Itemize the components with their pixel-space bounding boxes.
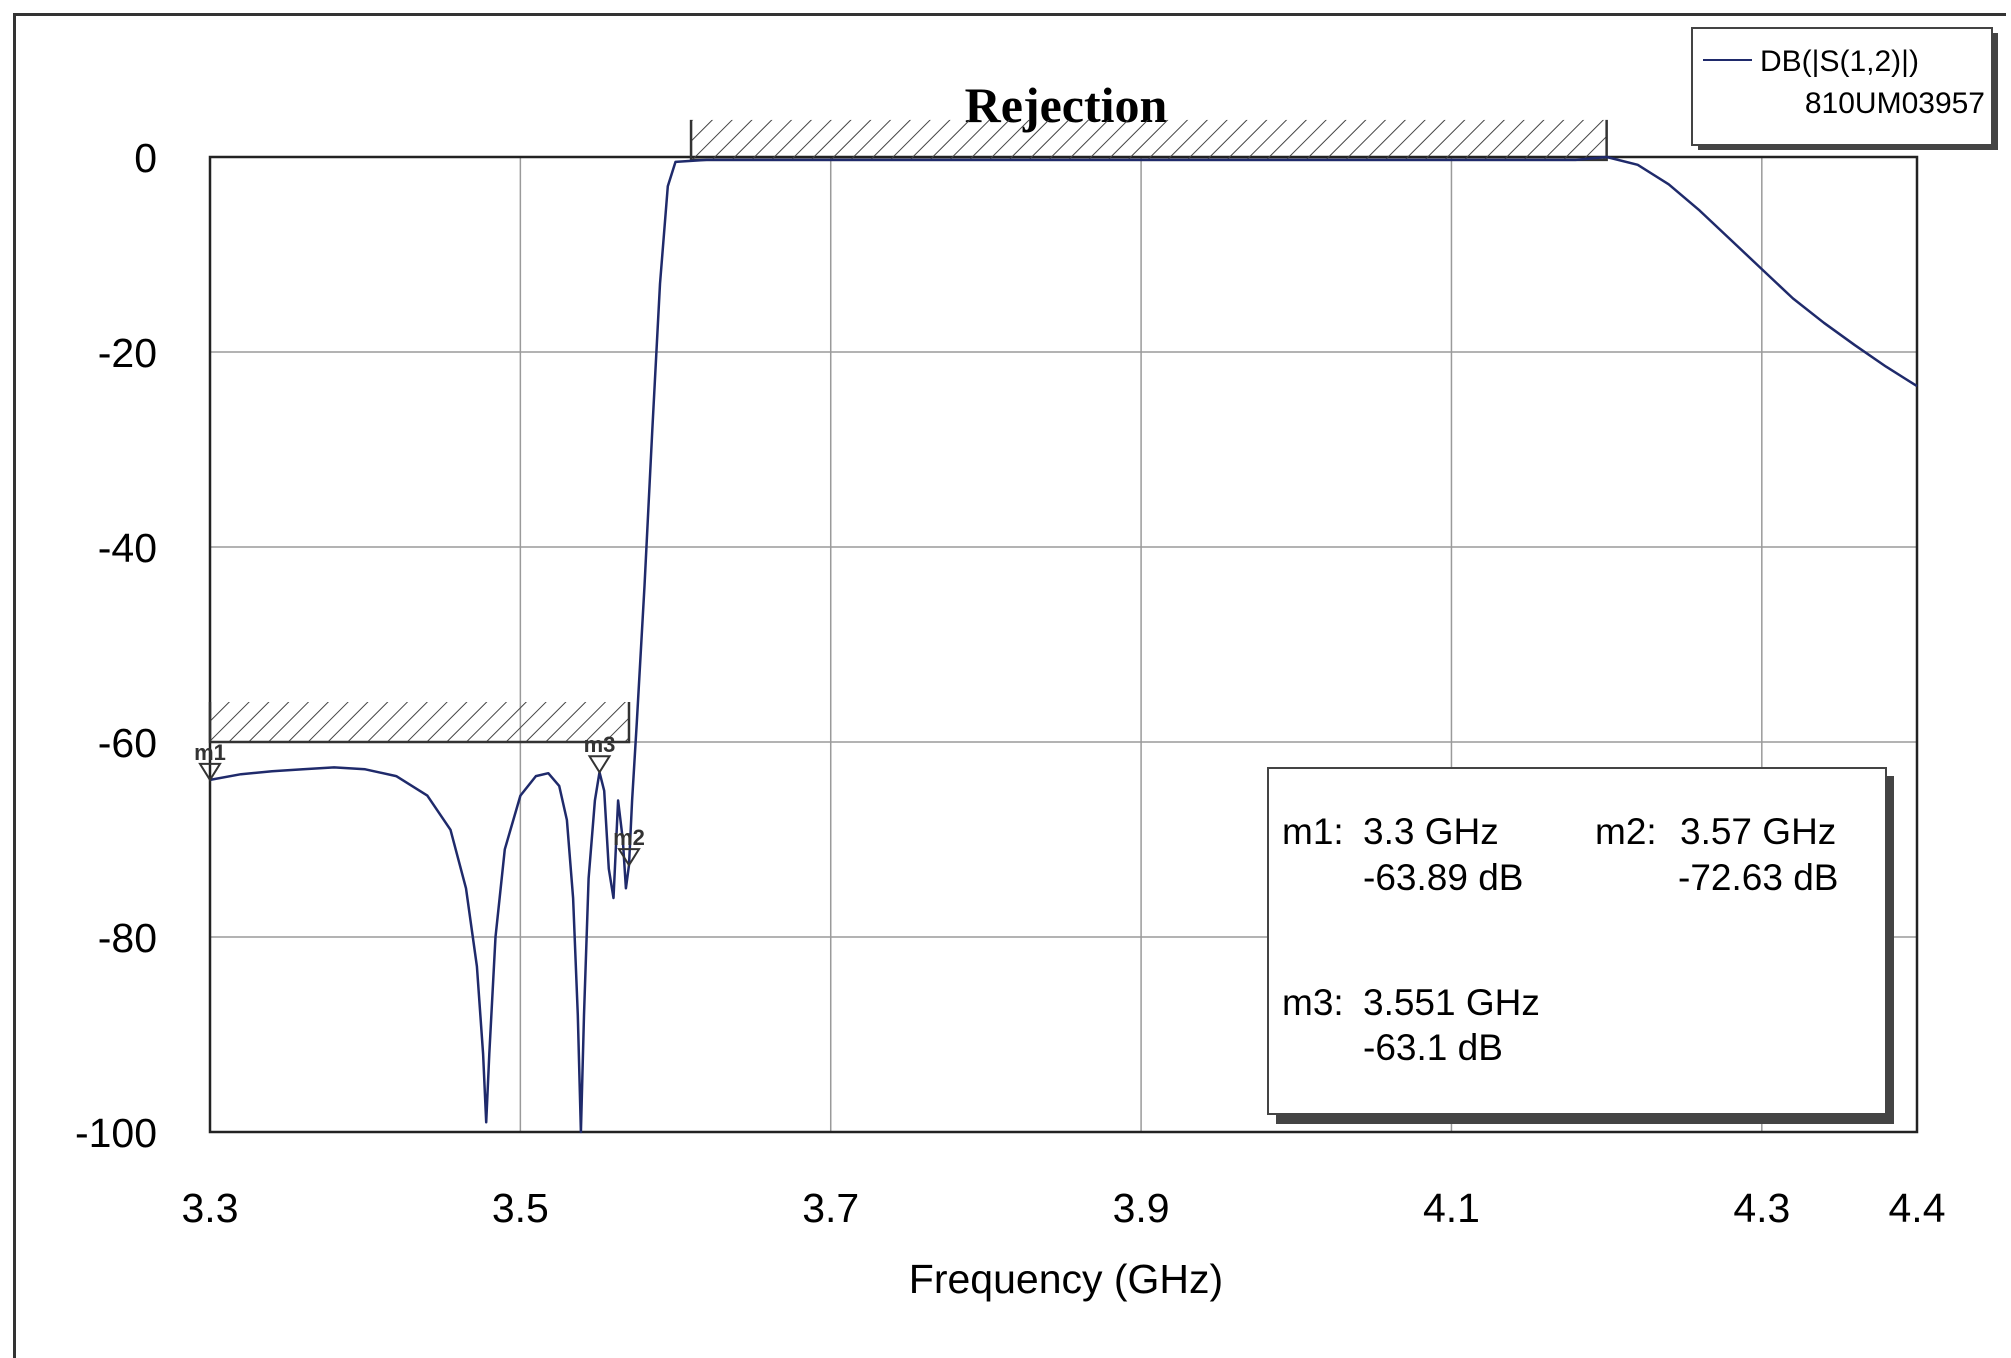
y-tick-label: -100	[75, 1110, 157, 1156]
marker-label-m2: m2	[613, 825, 645, 850]
marker-label-m3: m3	[584, 732, 616, 757]
readout-m3-name: m3:	[1282, 982, 1344, 1023]
marker-label-m1: m1	[194, 740, 226, 765]
y-tick-label: -40	[98, 525, 157, 571]
readout-m2-freq: 3.57 GHz	[1680, 811, 1836, 852]
x-tick-label: 3.3	[182, 1185, 239, 1231]
y-tick-label: -80	[98, 915, 157, 961]
tick-labels: 3.3 3.5 3.7 3.9 4.1 4.3 4.4 0 -20 -40 -60 -80 -100	[75, 135, 1946, 1231]
readout-m3-freq: 3.551 GHz	[1363, 982, 1540, 1023]
legend-series-subtitle: 810UM03957	[1805, 87, 1985, 120]
readout-m1-name: m1:	[1282, 811, 1344, 852]
legend-series-name: DB(|S(1,2)|)	[1760, 45, 1919, 78]
limit-lines	[208, 119, 1608, 744]
x-tick-label: 3.7	[802, 1185, 859, 1231]
y-tick-label: -20	[98, 330, 157, 376]
y-tick-label: 0	[134, 135, 157, 181]
marker-m3	[587, 755, 612, 775]
readout-m2-value: -72.63 dB	[1678, 857, 1838, 898]
x-tick-label: 3.9	[1113, 1185, 1170, 1231]
x-tick-label: 4.1	[1423, 1185, 1480, 1231]
legend: DB(|S(1,2)|) 810UM03957	[1691, 27, 1998, 150]
chart-frame	[13, 13, 2006, 1358]
marker-m2	[617, 848, 641, 868]
x-axis-title: Frequency (GHz)	[909, 1256, 1223, 1302]
marker-m1	[198, 762, 222, 782]
readout-m1-freq: 3.3 GHz	[1363, 811, 1499, 852]
readout-m3-value: -63.1 dB	[1363, 1027, 1503, 1068]
limit-hatch-rejection	[210, 702, 629, 742]
series-line	[209, 155, 1918, 1134]
readout-m2-name: m2:	[1595, 811, 1657, 852]
marker-readout: m1: 3.3 GHz -63.89 dB m2: 3.57 GHz -72.6…	[1267, 767, 1894, 1124]
limit-line-rejection	[208, 702, 631, 744]
series-layer	[209, 155, 1918, 1134]
marker-layer: m1 m2 m3	[194, 732, 645, 868]
x-tick-label: 4.4	[1889, 1185, 1946, 1231]
x-tick-label: 4.3	[1733, 1185, 1790, 1231]
x-tick-label: 3.5	[492, 1185, 549, 1231]
limit-hatch-passband	[691, 119, 1607, 160]
readout-m1-value: -63.89 dB	[1363, 857, 1523, 898]
y-tick-label: -60	[98, 720, 157, 766]
